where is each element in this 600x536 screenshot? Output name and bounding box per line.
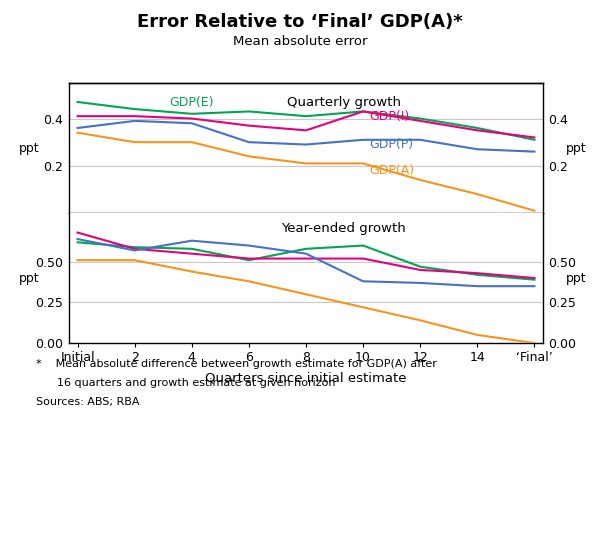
Text: ppt: ppt: [19, 142, 39, 154]
Text: Sources: ABS; RBA: Sources: ABS; RBA: [36, 397, 139, 407]
Text: ppt: ppt: [19, 272, 39, 285]
Text: GDP(E): GDP(E): [169, 95, 214, 108]
Text: GDP(P): GDP(P): [369, 138, 413, 151]
Text: 16 quarters and growth estimate at given horizon: 16 quarters and growth estimate at given…: [36, 378, 335, 388]
Text: GDP(I): GDP(I): [369, 110, 409, 123]
Text: Mean absolute error: Mean absolute error: [233, 35, 367, 48]
Text: GDP(A): GDP(A): [369, 164, 414, 177]
Text: Quarterly growth: Quarterly growth: [287, 96, 401, 109]
Text: Year-ended growth: Year-ended growth: [281, 222, 406, 235]
X-axis label: Quarters since initial estimate: Quarters since initial estimate: [205, 371, 407, 384]
Text: Error Relative to ‘Final’ GDP(A)*: Error Relative to ‘Final’ GDP(A)*: [137, 13, 463, 32]
Text: *    Mean absolute difference between growth estimate for GDP(A) after: * Mean absolute difference between growt…: [36, 359, 437, 369]
Text: ppt: ppt: [566, 272, 586, 285]
Text: ppt: ppt: [566, 142, 586, 154]
